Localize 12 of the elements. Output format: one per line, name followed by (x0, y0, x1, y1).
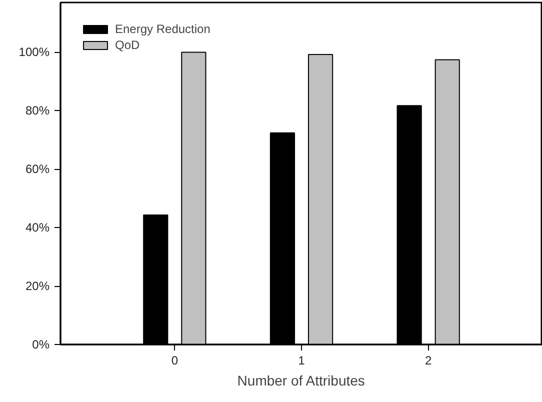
y-tick-label: 60% (25, 162, 50, 176)
y-tick-label: 80% (25, 104, 50, 118)
y-tick-label: 20% (25, 279, 50, 294)
x-tick-label: 1 (298, 354, 306, 368)
x-tick-label: 0 (171, 354, 178, 368)
x-axis-title: Number of Attributes (237, 372, 365, 388)
y-tick-label: 0% (32, 338, 50, 352)
y-tick-label: 100% (18, 45, 50, 60)
y-tick-label: 40% (25, 220, 50, 235)
legend-label: QoD (115, 38, 140, 52)
x-tick-label: 2 (425, 354, 432, 368)
legend-label: Energy Reduction (115, 22, 210, 36)
